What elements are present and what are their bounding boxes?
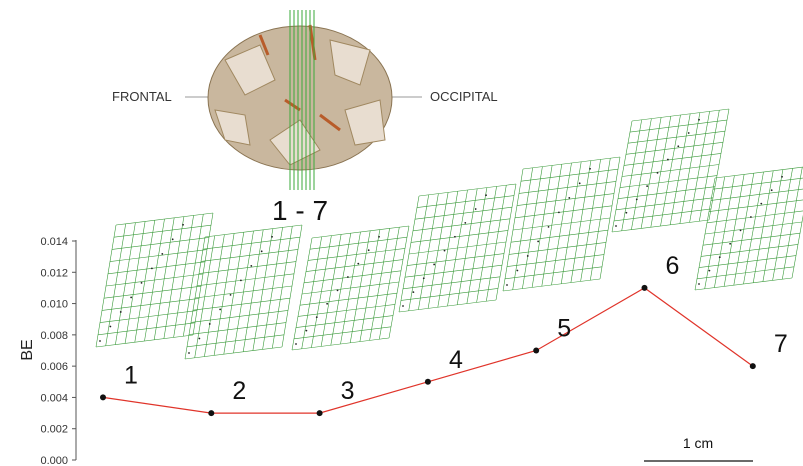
point-label-6: 6: [666, 252, 680, 280]
skull-illustration: FRONTAL OCCIPITAL 1 - 7: [112, 10, 498, 226]
data-point-2: [208, 410, 215, 417]
point-label-1: 1: [124, 361, 138, 389]
deformation-grid-4: [398, 183, 517, 313]
y-tick-label: 0.006: [40, 361, 68, 373]
deformation-grid-6: [611, 108, 730, 233]
y-tick-label: 0.000: [40, 455, 68, 466]
data-point-3: [316, 410, 323, 417]
data-point-6: [641, 284, 648, 291]
y-axis-ticks: 0.014 0.012 0.010 0.008 0.006 0.004 0.002 0.000: [40, 236, 76, 466]
scale-bar-label: 1 cm: [683, 435, 713, 451]
occipital-label: OCCIPITAL: [430, 89, 498, 104]
be-chart: 0.014 0.012 0.010 0.008 0.006 0.004 0.002 0.000…: [19, 108, 803, 466]
deformation-grid-7: [694, 166, 803, 291]
skull-breakage: [258, 24, 341, 132]
y-tick-label: 0.002: [40, 424, 68, 436]
y-tick-label: 0.010: [40, 299, 68, 311]
deformation-grids: [95, 108, 803, 360]
y-tick-label: 0.008: [40, 330, 68, 342]
deformation-grid-5: [502, 156, 621, 292]
point-label-7: 7: [774, 330, 788, 358]
section-planes: [289, 10, 315, 190]
deformation-grid-3: [291, 225, 410, 351]
data-point-7: [749, 363, 756, 370]
deformation-grid-2: [184, 224, 303, 360]
point-labels: 1 2 3 4 5 6 7: [124, 252, 788, 405]
data-point-5: [533, 347, 540, 354]
be-series-line: [102, 287, 754, 414]
deformation-grid-1: [95, 212, 214, 348]
frontal-label: FRONTAL: [112, 89, 172, 104]
y-tick-label: 0.004: [40, 392, 68, 404]
point-label-4: 4: [449, 346, 463, 374]
point-label-3: 3: [341, 377, 355, 405]
data-point-4: [424, 378, 431, 385]
y-axis-label: BE: [19, 339, 36, 360]
y-tick-label: 0.014: [40, 236, 68, 248]
point-label-5: 5: [557, 315, 571, 343]
skull-fragments: [214, 39, 386, 166]
data-point-1: [100, 394, 106, 401]
section-range-label: 1 - 7: [272, 195, 328, 226]
scale-bar: 1 cm: [644, 435, 753, 462]
be-series-markers: [100, 284, 756, 417]
y-tick-label: 0.012: [40, 267, 68, 279]
point-label-2: 2: [232, 377, 246, 405]
